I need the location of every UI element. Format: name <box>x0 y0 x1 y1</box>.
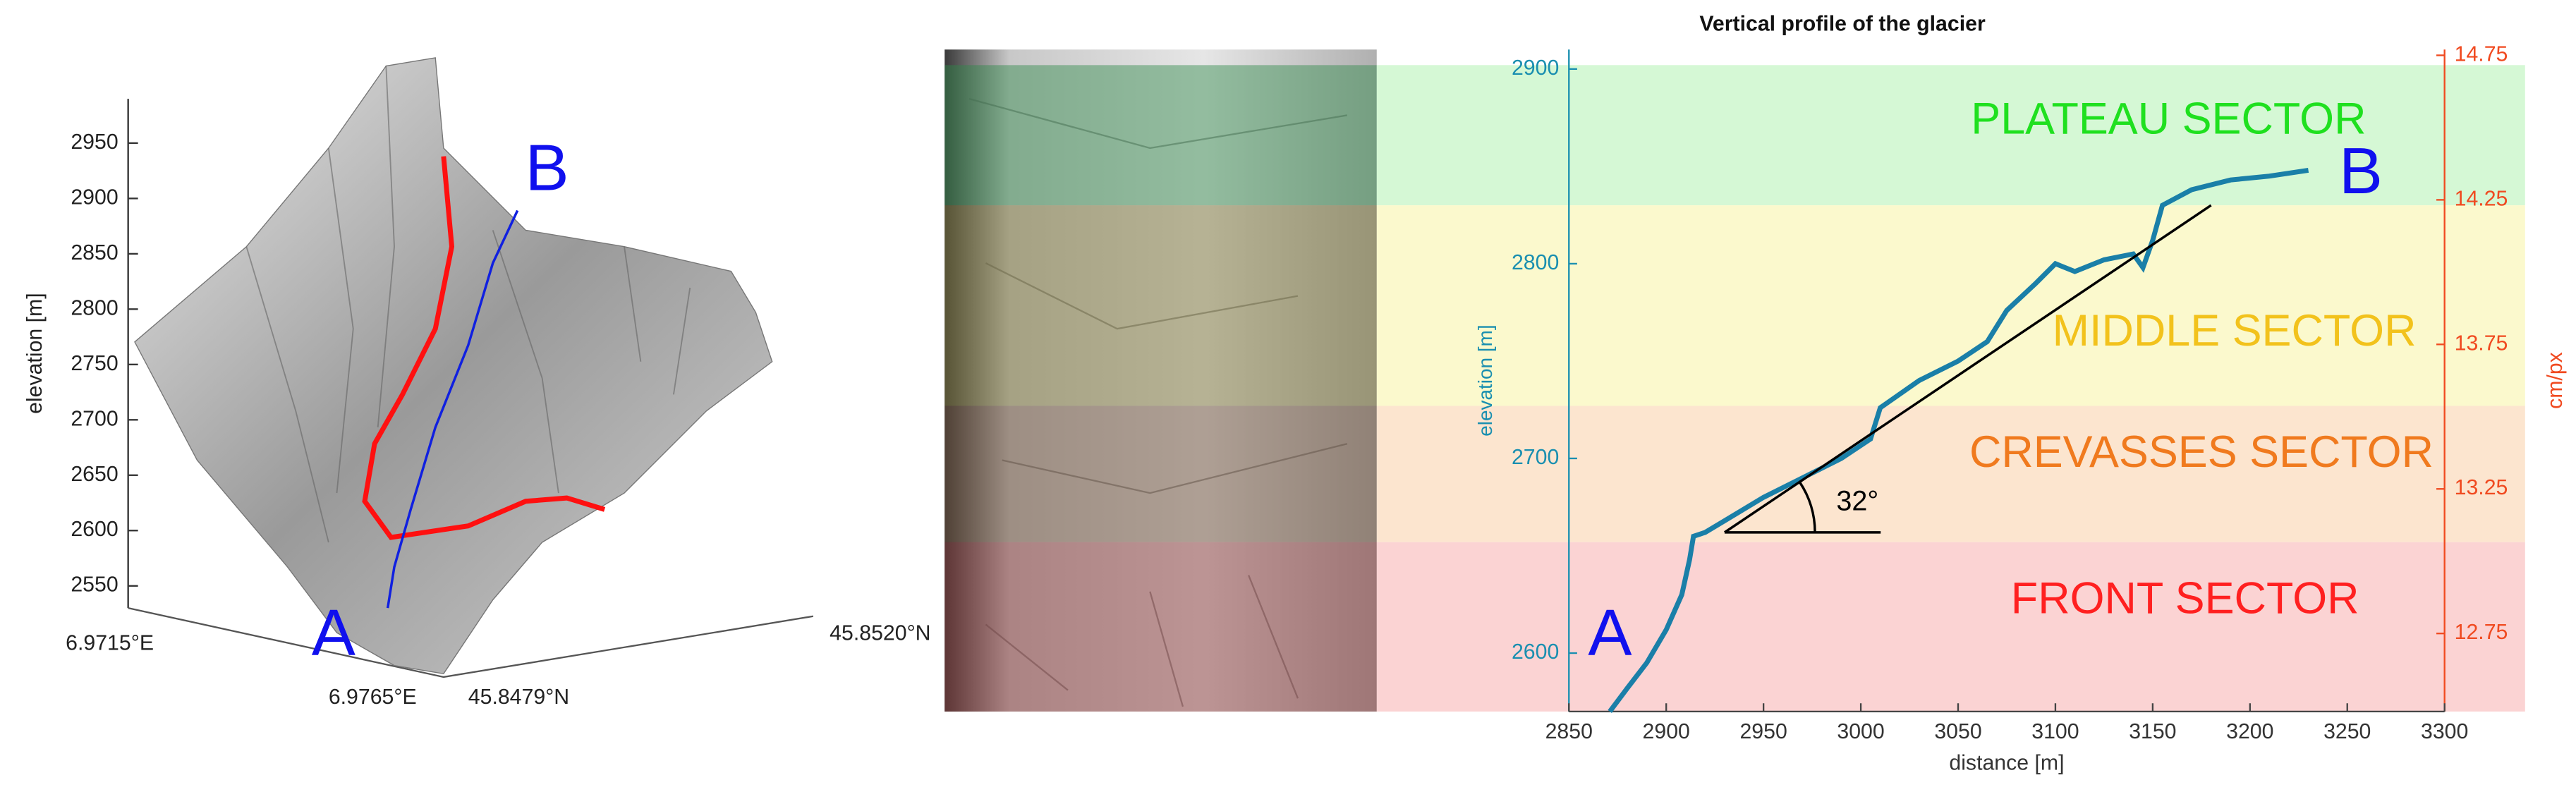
y-tick-label: 2900 <box>1512 56 1559 80</box>
y2-tick-label: 12.75 <box>2455 621 2508 644</box>
y-tick-label: 2700 <box>1512 446 1559 469</box>
sector-band <box>1376 542 2525 712</box>
z-tick-label: 2550 <box>71 573 118 597</box>
point-label: A <box>1588 596 1632 669</box>
photo-tint <box>944 65 1377 206</box>
floor-axis-label: 45.8479°N <box>468 686 569 709</box>
floor-axis-label: 45.8520°N <box>830 621 930 645</box>
y2-tick-label: 14.25 <box>2455 187 2508 210</box>
z-axis-label: elevation [m] <box>23 293 47 414</box>
y2-tick-label: 14.75 <box>2455 42 2508 66</box>
terrain-surface <box>134 57 773 675</box>
x-tick-label: 3150 <box>2129 720 2176 743</box>
chart-title: Vertical profile of the glacier <box>1699 12 1986 35</box>
photo <box>944 49 1377 712</box>
floor-axis-label: 6.9765°E <box>329 686 417 709</box>
terrain-shading <box>245 66 691 543</box>
point-label: B <box>2339 134 2383 207</box>
surface-panel <box>127 57 814 678</box>
z-tick-label: 2750 <box>71 352 118 375</box>
z-tick-label: 2600 <box>71 518 118 541</box>
photo-tint <box>944 406 1377 542</box>
x-tick-label: 3100 <box>2031 720 2079 743</box>
floor-axes <box>128 607 814 678</box>
angle-label: 32° <box>1836 485 1878 516</box>
glacier-outline <box>362 156 606 540</box>
z-tick-label: 2900 <box>71 185 118 209</box>
profile-panel: PLATEAU SECTOR MIDDLE SECTOR CREVASSES SEC… <box>944 12 2567 774</box>
photo-strip <box>944 49 1377 712</box>
x-tick-label: 3250 <box>2323 720 2371 743</box>
angle-arc <box>1798 481 1816 532</box>
x-axis-label: distance [m] <box>1949 751 2064 774</box>
x-tick-label: 3050 <box>1934 720 1981 743</box>
y2-tick-label: 13.25 <box>2455 476 2508 499</box>
photo-tint <box>944 205 1377 406</box>
x-tick-label: 3000 <box>1837 720 1884 743</box>
sector-label: CREVASSES SECTOR <box>1969 427 2434 477</box>
x-tick-label: 2850 <box>1545 720 1593 743</box>
point-label: A <box>312 596 356 669</box>
y-tick-label: 2600 <box>1512 640 1559 664</box>
sector-label: PLATEAU SECTOR <box>1971 94 2366 143</box>
z-tick-label: 2850 <box>71 241 118 264</box>
floor-axis-label: 6.9715°E <box>66 631 154 654</box>
sector-label: FRONT SECTOR <box>2011 573 2359 623</box>
fit-line <box>1724 204 2212 534</box>
x-tick-label: 2900 <box>1643 720 1690 743</box>
x-tick-label: 2950 <box>1739 720 1787 743</box>
y2-tick-label: 13.75 <box>2455 331 2508 355</box>
z-tick-label: 2950 <box>71 130 118 154</box>
z-tick-label: 2800 <box>71 296 118 319</box>
z-tick-label: 2700 <box>71 407 118 430</box>
z-tick-label: 2650 <box>71 463 118 486</box>
point-label: B <box>525 131 569 205</box>
y-tick-label: 2800 <box>1512 251 1559 274</box>
x-tick-label: 3200 <box>2226 720 2273 743</box>
profile-line <box>1608 167 2309 713</box>
y-axis-label: elevation [m] <box>1474 324 1496 436</box>
y2-axis-label: cm/px <box>2544 352 2567 409</box>
sector-label: MIDDLE SECTOR <box>2053 306 2417 355</box>
photo-texture <box>968 97 1348 707</box>
x-tick-label: 3300 <box>2421 720 2468 743</box>
profile-track <box>386 209 519 609</box>
photo-tint <box>944 542 1377 712</box>
